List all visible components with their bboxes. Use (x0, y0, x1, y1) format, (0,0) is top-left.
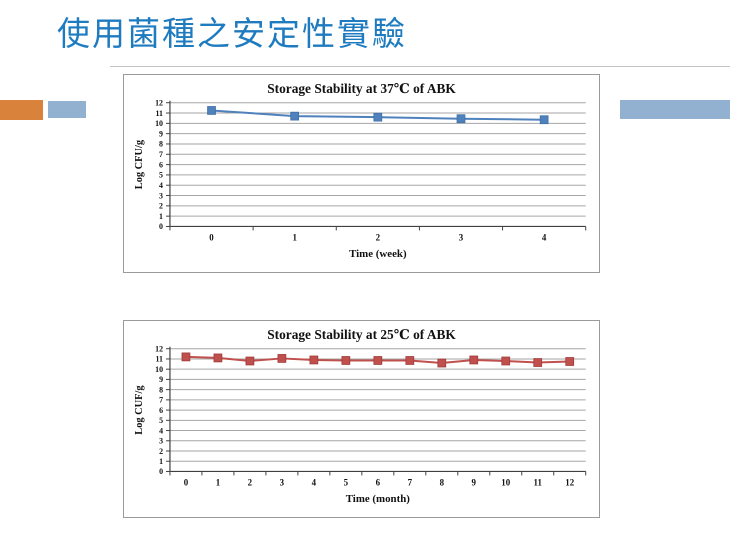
x-tick-label: 1 (216, 477, 220, 487)
y-tick-label: 12 (155, 98, 163, 107)
y-tick-label: 5 (159, 416, 163, 425)
x-tick-label: 0 (209, 232, 214, 242)
y-tick-label: 7 (159, 150, 163, 159)
data-point-marker (341, 356, 351, 365)
x-tick-label: 3 (459, 232, 464, 242)
y-tick-label: 4 (159, 181, 163, 190)
x-tick-label: 3 (280, 477, 285, 487)
data-series (207, 106, 549, 125)
y-tick-label: 0 (159, 467, 163, 476)
x-tick-label: 8 (440, 477, 445, 487)
data-point-marker (469, 355, 479, 365)
y-tick-label: 1 (159, 212, 163, 221)
x-axis-title: Time (month) (346, 493, 411, 505)
x-tick-label: 10 (501, 477, 510, 487)
data-point-marker (437, 358, 447, 368)
x-tick-label: 1 (292, 232, 296, 242)
x-tick-label: 5 (344, 477, 349, 487)
chart-title: Storage Stability at 37℃ of ABK (267, 81, 456, 96)
x-tick-label: 4 (542, 232, 547, 242)
x-tick-label: 9 (472, 477, 477, 487)
data-point-marker (539, 115, 549, 125)
data-point-marker (533, 358, 543, 367)
accent-bar-blue-left (48, 101, 86, 118)
y-tick-label: 4 (159, 426, 163, 435)
y-axis-title: Log CFU/g (134, 139, 145, 189)
y-tick-label: 9 (159, 375, 163, 384)
data-series (181, 352, 575, 368)
data-point-marker (456, 114, 466, 124)
y-tick-label: 10 (155, 365, 163, 374)
data-point-marker (565, 357, 575, 366)
chart-title: Storage Stability at 25℃ of ABK (267, 327, 456, 342)
data-point-marker (213, 353, 223, 363)
y-tick-label: 8 (159, 385, 163, 394)
x-tick-label: 2 (248, 477, 253, 487)
y-tick-label: 1 (159, 457, 163, 466)
data-point-marker (290, 111, 300, 121)
x-tick-label: 11 (534, 477, 542, 487)
data-point-marker (373, 356, 383, 365)
y-tick-label: 11 (156, 109, 164, 118)
y-tick-label: 10 (155, 119, 163, 128)
accent-bar-orange (0, 100, 43, 120)
y-tick-label: 3 (159, 191, 163, 200)
data-point-marker (277, 354, 287, 363)
y-tick-label: 0 (159, 222, 163, 231)
x-tick-label: 2 (376, 232, 381, 242)
data-point-marker (207, 106, 216, 115)
y-tick-label: 11 (156, 355, 164, 364)
x-axis-title: Time (week) (349, 248, 407, 260)
y-tick-label: 7 (159, 396, 163, 405)
y-tick-label: 6 (159, 160, 163, 169)
y-tick-label: 3 (159, 437, 163, 446)
y-tick-label: 8 (159, 140, 163, 149)
y-tick-label: 2 (159, 447, 163, 456)
y-tick-label: 6 (159, 406, 163, 415)
data-point-marker (181, 352, 191, 362)
chart-storage-stability-25c: Storage Stability at 25℃ of ABK 0 1 2 3 4 5 6 7 8… (123, 320, 600, 518)
slide-title: 使用菌種之安定性實驗 (57, 15, 407, 52)
chart-storage-stability-37c: Storage Stability at 37℃ of ABK 0 1 2 3 4 5 6 7 8… (123, 74, 600, 273)
x-tick-label: 0 (184, 477, 189, 487)
y-tick-label: 2 (159, 202, 163, 211)
x-tick-label: 12 (565, 477, 574, 487)
data-point-marker (309, 355, 319, 365)
chart-canvas-25c: Storage Stability at 25℃ of ABK012345678… (134, 327, 587, 505)
data-point-marker (501, 356, 511, 366)
chart-canvas-37c: Storage Stability at 37℃ of ABK012345678… (134, 81, 587, 260)
y-axis-title: Log CUF/g (134, 385, 145, 435)
data-point-marker (373, 112, 383, 122)
data-point-marker (405, 356, 415, 365)
x-tick-label: 7 (408, 477, 413, 487)
x-tick-label: 6 (376, 477, 381, 487)
accent-bar-blue-right (620, 100, 730, 119)
data-point-marker (245, 356, 255, 366)
x-tick-label: 4 (312, 477, 317, 487)
y-tick-label: 5 (159, 171, 163, 180)
title-divider-line (110, 66, 730, 67)
y-tick-label: 12 (155, 344, 163, 353)
y-tick-label: 9 (159, 129, 163, 138)
